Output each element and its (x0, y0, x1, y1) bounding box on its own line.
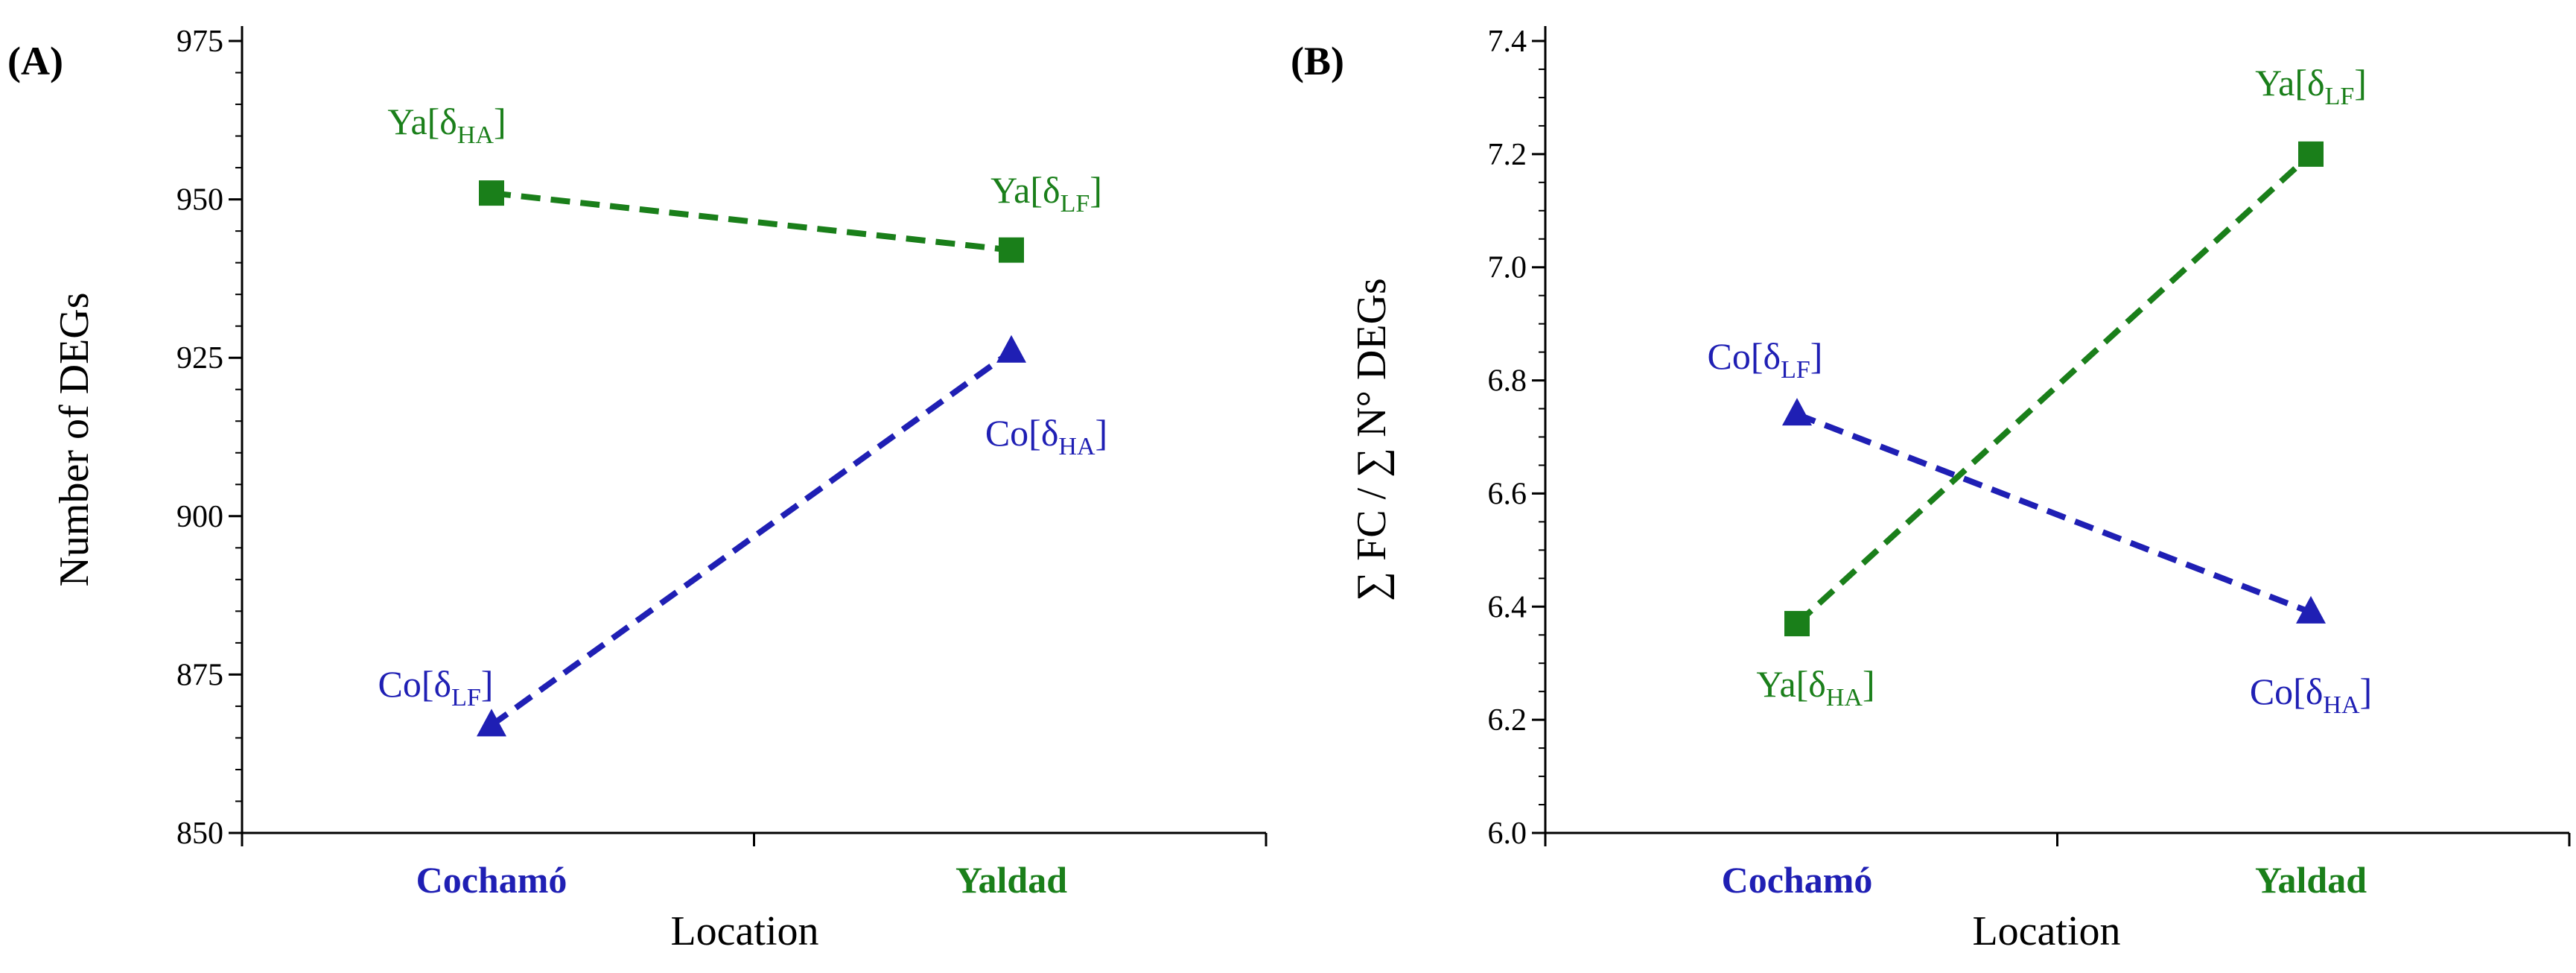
point-label-subscript: HA (2323, 691, 2360, 719)
point-label-subscript: LF (1781, 356, 1810, 384)
y-tick-label: 6.6 (1488, 477, 1527, 511)
y-tick-label: 950 (176, 183, 223, 218)
y-tick-label: 6.4 (1488, 590, 1527, 624)
y-tick-label: 7.4 (1488, 25, 1527, 59)
x-category-label: Yaldad (955, 859, 1067, 901)
point-label-close: ] (2360, 671, 2373, 712)
point-label-base: Co[δ (1708, 335, 1781, 377)
y-tick-label: 6.8 (1488, 364, 1527, 399)
point-label-subscript: HA (1058, 433, 1095, 460)
point-label-subscript: HA (1826, 684, 1863, 711)
series-line-green (491, 190, 1012, 253)
point-label-base: Co[δ (378, 663, 452, 705)
point-label: Ya[δHA] (387, 101, 506, 149)
point-label-subscript: LF (1060, 190, 1090, 218)
panel-b: (B) 6.0 6.2 6.4 6.6 6.8 7.0 7.2 7.4 Cochamó Yaldad… (1291, 25, 2571, 954)
point-label: Co[δLF] (1708, 335, 1823, 384)
y-axis-title: Number of DEGs (51, 292, 98, 586)
point-label-base: Co[δ (985, 412, 1059, 454)
panel-label: (A) (7, 39, 63, 83)
data-point-square (479, 180, 504, 206)
point-label-close: ] (481, 663, 494, 705)
point-label-subscript: LF (451, 684, 481, 711)
data-point-square (999, 237, 1024, 263)
point-label: Co[δHA] (2250, 671, 2372, 719)
x-axis-title: Location (1972, 908, 2120, 954)
point-label-subscript: HA (457, 121, 494, 149)
y-tick-label: 850 (176, 817, 223, 851)
point-label-close: ] (1810, 335, 1823, 377)
point-label-close: ] (2354, 62, 2367, 104)
point-label: Co[δHA] (985, 412, 1107, 460)
series-line-green (1795, 151, 2313, 627)
point-label-base: Co[δ (2250, 671, 2324, 712)
x-category-label: Cochamó (416, 859, 567, 901)
data-point-triangle (1782, 398, 1812, 426)
panel-a: (A) 850 875 900 925 950 975 Cochamó Yaldad Locati… (7, 25, 1268, 954)
point-label-base: Ya[δ (2255, 62, 2325, 104)
point-label-base: Ya[δ (387, 101, 457, 142)
y-tick-label: 900 (176, 500, 223, 534)
x-axis-title: Location (670, 908, 818, 954)
data-point-triangle (477, 709, 506, 737)
point-label: Ya[δLF] (2255, 62, 2367, 110)
series-line-blue (489, 349, 1014, 728)
y-tick-label: 925 (176, 341, 223, 375)
point-label-close: ] (1863, 663, 1875, 705)
y-tick-label: 6.0 (1488, 817, 1527, 851)
point-label: Ya[δLF] (990, 169, 1102, 218)
point-label-close: ] (494, 101, 506, 142)
point-label-base: Ya[δ (990, 169, 1060, 211)
point-label-subscript: LF (2325, 83, 2355, 110)
data-point-square (2298, 141, 2324, 167)
data-point-triangle (996, 335, 1026, 363)
y-tick-label: 875 (176, 658, 223, 692)
y-axis-title: ∑ FC / ∑ N° DEGs (1349, 278, 1395, 601)
y-tick-label: 6.2 (1488, 703, 1527, 738)
point-label-close: ] (1090, 169, 1102, 211)
data-point-square (1784, 611, 1810, 637)
point-label: Co[δLF] (378, 663, 494, 711)
panel-label: (B) (1291, 39, 1344, 83)
y-tick-label: 7.0 (1488, 251, 1527, 285)
y-tick-label: 975 (176, 25, 223, 59)
point-label-base: Ya[δ (1756, 663, 1826, 705)
data-point-triangle (2296, 595, 2326, 624)
series-line-blue (1796, 411, 2312, 615)
y-tick-label: 7.2 (1488, 138, 1527, 172)
x-category-label: Cochamó (1722, 859, 1873, 901)
point-label: Ya[δHA] (1756, 663, 1874, 711)
x-category-label: Yaldad (2255, 859, 2367, 901)
point-label-close: ] (1095, 412, 1108, 454)
